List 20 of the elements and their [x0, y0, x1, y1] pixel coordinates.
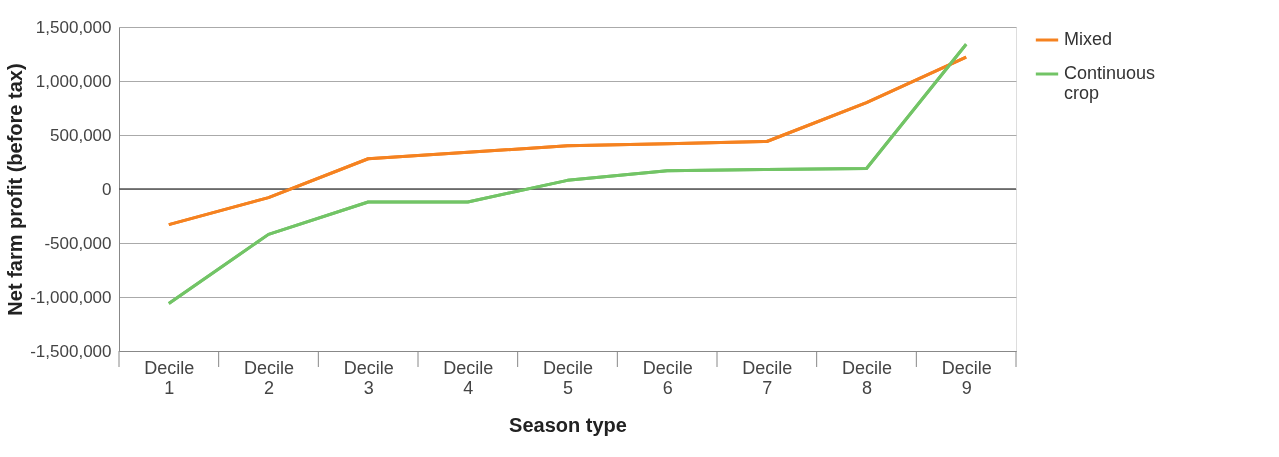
y-tick-label: -1,000,000 [30, 287, 112, 307]
y-tick-label: -500,000 [44, 233, 112, 253]
y-axis-title: Net farm profit (before tax) [4, 63, 27, 316]
x-tick-label: Decile 4 [443, 357, 494, 398]
x-tick-label: Decile 2 [243, 357, 295, 398]
legend-label: Mixed [1064, 29, 1113, 49]
x-tick-label: Decile 1 [144, 357, 195, 398]
y-tick-label: 1,000,000 [35, 71, 112, 91]
x-tick-label: Decile 7 [742, 357, 793, 398]
x-axis-title: Season type [509, 413, 627, 436]
x-tick-label: Decile 6 [642, 357, 693, 398]
x-tick-label: Decile 9 [941, 357, 992, 398]
y-tick-label: 500,000 [50, 125, 112, 145]
x-tick-label: Decile 8 [841, 357, 893, 398]
y-tick-label: 1,500,000 [35, 17, 112, 37]
y-tick-label: 0 [102, 179, 112, 199]
y-tick-label: -1,500,000 [30, 341, 112, 361]
x-tick-label: Decile 3 [343, 357, 394, 398]
legend-label: Continuous crop [1064, 63, 1156, 103]
x-tick-label: Decile 5 [542, 357, 594, 398]
